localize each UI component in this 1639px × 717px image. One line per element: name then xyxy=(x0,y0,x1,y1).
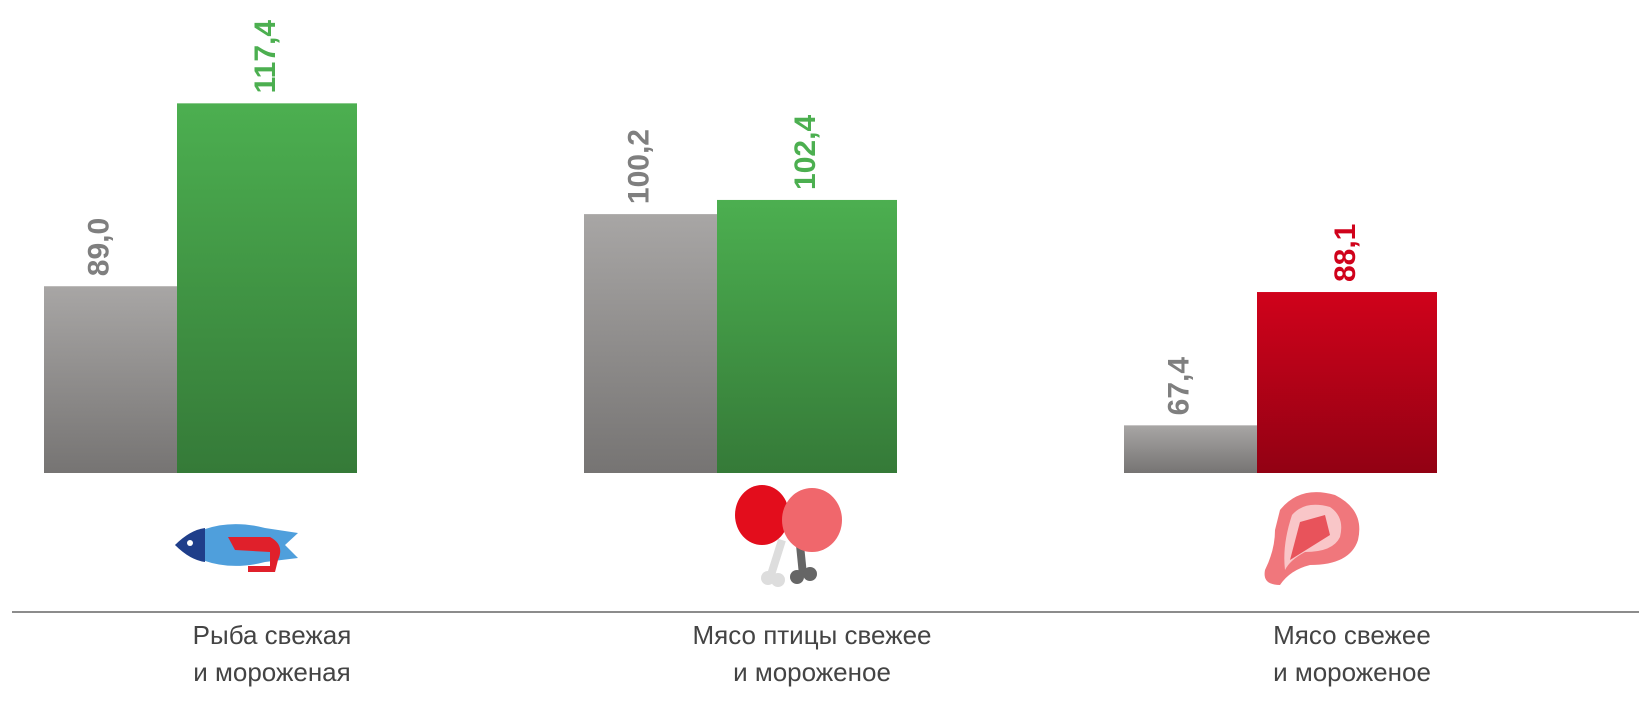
bar xyxy=(177,103,357,474)
value-label: 89,0 xyxy=(82,218,115,276)
fish-icon xyxy=(175,524,298,572)
category-label: и мороженое xyxy=(1273,657,1431,687)
bar xyxy=(717,199,897,473)
bar xyxy=(584,214,717,473)
value-label: 88,1 xyxy=(1329,224,1362,282)
bar xyxy=(44,286,177,473)
value-label: 67,4 xyxy=(1162,357,1195,416)
category-label: Рыба свежая xyxy=(193,620,352,650)
value-label: 102,4 xyxy=(789,115,822,190)
category-label: и мороженая xyxy=(193,657,350,687)
poultry-icon xyxy=(735,485,842,587)
category-label: Мясо свежее xyxy=(1273,620,1431,650)
value-label: 117,4 xyxy=(249,20,282,94)
bar xyxy=(1124,425,1257,473)
meat-icon xyxy=(1264,492,1360,585)
bar xyxy=(1257,292,1437,473)
value-label: 100,2 xyxy=(622,129,655,204)
category-label: Мясо птицы свежее xyxy=(692,620,931,650)
category-label: и мороженое xyxy=(733,657,891,687)
